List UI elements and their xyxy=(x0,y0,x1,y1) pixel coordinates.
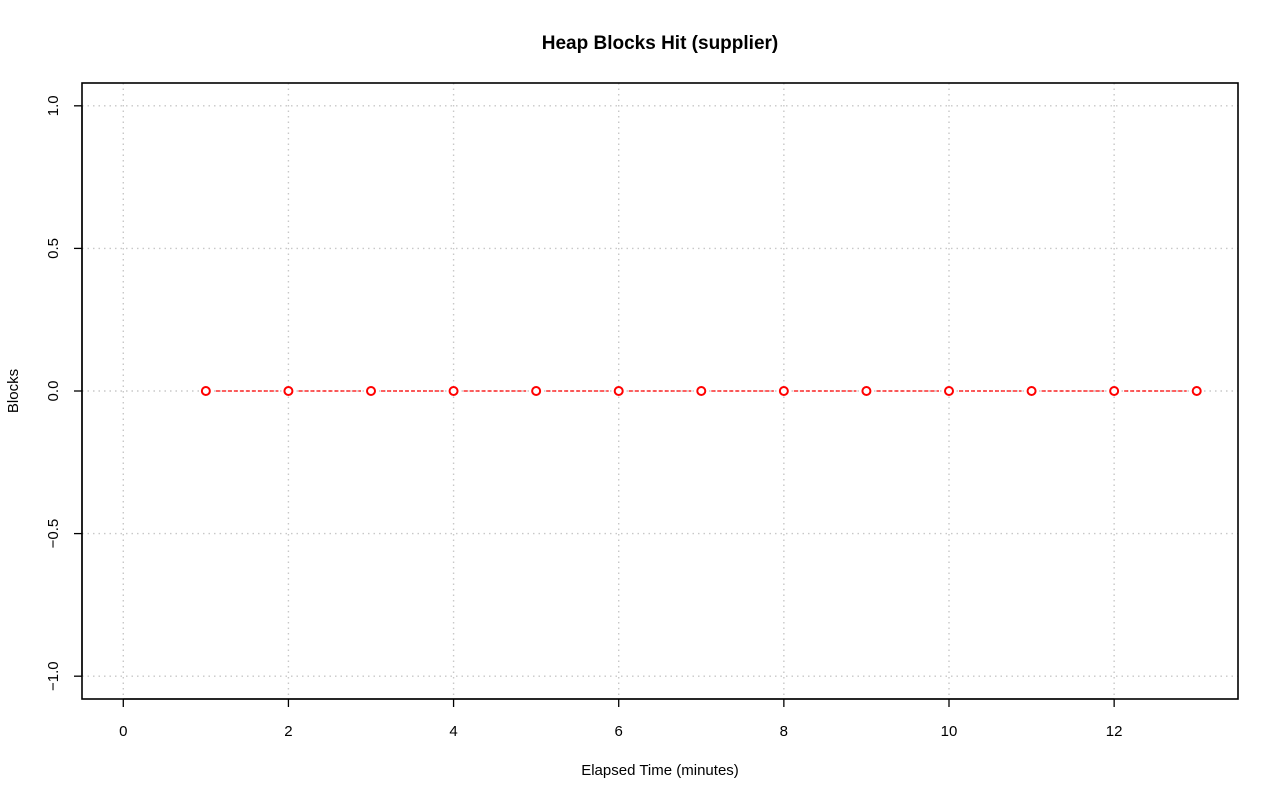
series-0-point-8 xyxy=(861,386,872,396)
series-0-point-4 xyxy=(531,386,542,396)
series-0-point-10 xyxy=(1026,386,1037,396)
series-0-point-6 xyxy=(696,386,707,396)
series-0-point-11 xyxy=(1109,386,1120,396)
y-tick-label-4: 1.0 xyxy=(45,95,62,116)
y-tick-label-1: −0.5 xyxy=(45,519,62,549)
series-0-point-7 xyxy=(778,386,789,396)
y-axis: −1.0 −0.5 0.0 0.5 1.0 xyxy=(45,95,83,691)
series-0-point-12 xyxy=(1191,386,1202,396)
x-tick-label-3: 6 xyxy=(615,723,623,740)
series-0-point-3 xyxy=(448,386,459,396)
series-layer xyxy=(200,386,1202,396)
y-tick-label-2: 0.0 xyxy=(45,381,62,402)
chart-title: Heap Blocks Hit (supplier) xyxy=(542,33,779,54)
x-tick-label-2: 4 xyxy=(449,723,457,740)
x-tick-label-4: 8 xyxy=(780,723,788,740)
y-axis-label: Blocks xyxy=(5,369,22,413)
series-0-point-1 xyxy=(283,386,294,396)
series-0-point-9 xyxy=(944,386,954,396)
x-tick-label-5: 10 xyxy=(941,723,958,740)
series-0-point-2 xyxy=(366,386,376,396)
x-axis-label: Elapsed Time (minutes) xyxy=(581,762,739,779)
x-tick-label-1: 2 xyxy=(284,723,292,740)
series-0-point-0 xyxy=(200,386,211,396)
x-tick-label-6: 12 xyxy=(1106,723,1123,740)
y-tick-label-3: 0.5 xyxy=(45,238,62,259)
x-tick-label-0: 0 xyxy=(119,723,127,740)
series-0-point-5 xyxy=(613,386,624,396)
y-tick-label-0: −1.0 xyxy=(45,661,62,691)
x-axis: 0 2 4 6 8 10 12 xyxy=(119,698,1123,740)
